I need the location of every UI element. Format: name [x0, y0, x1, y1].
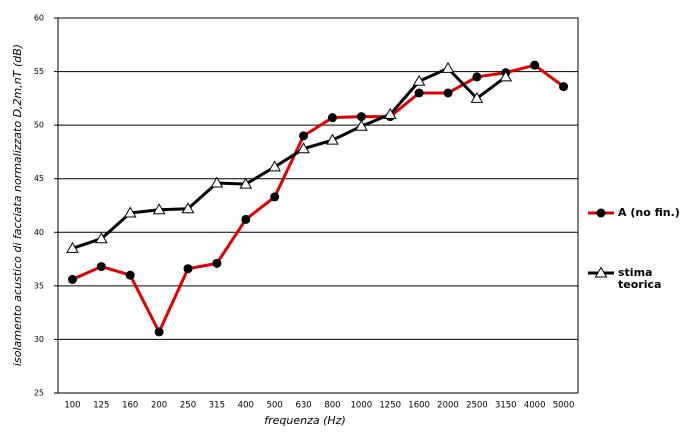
x-tick-label: 1250	[379, 401, 401, 411]
legend-marker	[596, 208, 606, 218]
data-point	[414, 88, 424, 98]
x-tick-label: 1600	[408, 401, 430, 411]
data-point	[268, 160, 282, 172]
data-point	[239, 177, 253, 189]
x-tick-label: 1000	[351, 401, 373, 411]
x-tick-label: 315	[209, 401, 225, 411]
data-point	[499, 70, 513, 82]
x-tick-label: 800	[324, 401, 340, 411]
data-point	[354, 119, 368, 131]
x-tick-label: 2500	[466, 401, 488, 411]
data-point	[356, 112, 366, 122]
x-tick-label: 250	[180, 401, 196, 411]
data-point	[152, 203, 166, 215]
x-tick-label: 200	[151, 401, 167, 411]
x-tick-label: 400	[238, 401, 254, 411]
data-point	[443, 88, 453, 98]
data-point	[441, 61, 455, 73]
data-point	[470, 91, 484, 103]
series-line	[71, 66, 507, 250]
data-point	[96, 262, 106, 272]
data-point	[326, 133, 339, 145]
y-tick-label: 30	[34, 335, 44, 344]
x-tick-label: 5000	[553, 401, 575, 411]
y-tick-label: 55	[34, 67, 44, 76]
data-point	[530, 60, 540, 70]
legend-marker	[594, 266, 608, 278]
x-tick-label: 3150	[495, 401, 517, 411]
x-tick-label: 160	[122, 401, 138, 411]
y-tick-label: 25	[34, 389, 44, 398]
data-point	[270, 192, 280, 202]
y-tick-label: 50	[34, 121, 44, 130]
data-point	[212, 258, 222, 268]
plot-border	[57, 17, 579, 394]
data-point	[125, 270, 135, 280]
x-tick-label: 500	[267, 401, 283, 411]
data-point	[67, 274, 77, 284]
data-point	[183, 264, 193, 274]
data-point	[297, 142, 310, 154]
data-point	[210, 176, 224, 188]
data-point	[412, 74, 426, 86]
legend-label: stima teorica	[618, 266, 662, 291]
x-tick-label: 125	[93, 401, 109, 411]
data-point	[94, 232, 108, 244]
y-tick-label: 35	[34, 281, 44, 290]
data-point	[299, 131, 309, 141]
y-tick-label: 40	[34, 228, 44, 237]
x-tick-label: 630	[295, 401, 311, 411]
data-point	[472, 72, 482, 82]
data-point	[559, 82, 569, 92]
data-point	[123, 206, 137, 218]
legend-label: A (no fin.)	[618, 206, 680, 219]
data-point	[383, 107, 397, 119]
x-tick-label: 2000	[437, 401, 459, 411]
x-tick-label: 100	[64, 401, 80, 411]
data-point	[66, 241, 79, 253]
data-point	[241, 214, 251, 224]
y-tick-label: 60	[34, 14, 44, 23]
y-tick-label: 45	[34, 174, 44, 183]
x-axis-label: frequenza (Hz)	[264, 414, 346, 427]
y-axis-label: isolamento acustico di facciata normaliz…	[11, 44, 24, 366]
data-point	[181, 202, 195, 214]
series-line	[71, 63, 565, 334]
data-point	[154, 327, 164, 337]
x-tick-label: 4000	[524, 401, 546, 411]
data-point	[327, 113, 337, 123]
